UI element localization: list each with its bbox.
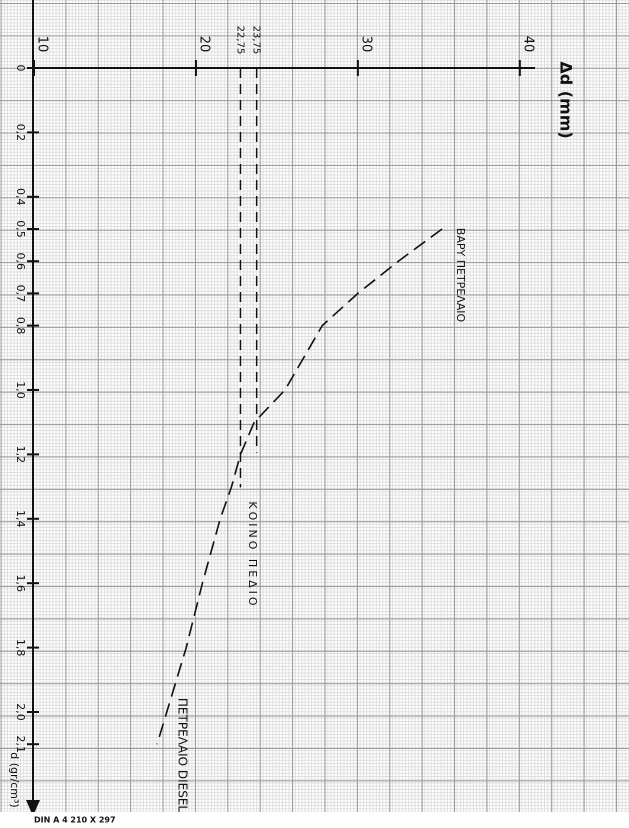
x-tick-label: 0,5	[14, 220, 27, 238]
value-axis-title: Δd (mm)	[557, 61, 576, 138]
reference-label: 23,75	[251, 26, 262, 55]
x-tick-label: 0,2	[14, 124, 27, 142]
footer-strip	[0, 812, 629, 828]
x-tick-label: 0,6	[14, 252, 27, 270]
x-tick-label: 0,4	[14, 188, 27, 206]
annotation: ΒΑΡΥ ΠΕΤΡΕΛΑΙΟ	[454, 228, 467, 323]
density-axis-title: d (gr/cm³)	[8, 752, 21, 807]
arrow	[26, 800, 40, 816]
x-tick-label: 1,4	[14, 510, 27, 528]
y-tick-label: 40	[520, 36, 535, 53]
x-tick-label: 1,2	[14, 446, 27, 464]
x-tick-label: 1,6	[14, 574, 27, 592]
x-tick-label: 2,1	[14, 735, 27, 753]
reference-label: 22,75	[234, 26, 245, 55]
y-tick-label: 20	[196, 36, 211, 53]
y-tick-label: 30	[358, 36, 373, 53]
footer: DIN A 4 210 X 297	[34, 816, 116, 825]
y-tick-label: 10	[35, 36, 50, 53]
curve	[156, 228, 443, 745]
x-tick-label: 0,7	[14, 285, 27, 303]
annotation: ΠΕΤΡΕΛΑΙΟ DIESEL	[176, 698, 190, 813]
x-tick-label: 2,0	[14, 703, 27, 721]
x-tick-label: 1,0	[14, 381, 27, 399]
x-tick-label: 0,8	[14, 317, 27, 335]
x-tick-label: 1,8	[14, 639, 27, 657]
annotation: ΚΟΙΝΟ ΠΕΔΙΟ	[246, 501, 259, 608]
x-tick-label: 0	[14, 65, 27, 72]
